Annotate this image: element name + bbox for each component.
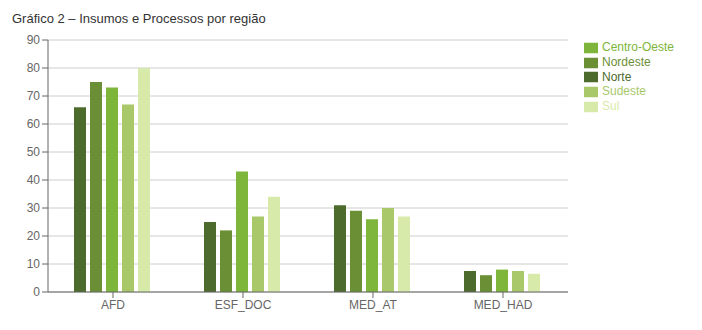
svg-text:MED_AT: MED_AT <box>349 298 397 312</box>
svg-text:80: 80 <box>27 61 41 75</box>
html-text:Nordeste: Nordeste <box>602 54 651 69</box>
svg-text:AFD: AFD <box>101 298 125 312</box>
svg-text:60: 60 <box>27 117 41 131</box>
svg-text:70: 70 <box>27 89 41 103</box>
svg-text:20: 20 <box>27 229 41 243</box>
svg-text:MED_HAD: MED_HAD <box>474 298 533 312</box>
html-text:Gráfico 2 – Insumos e Processo: Gráfico 2 – Insumos e Processos por regi… <box>12 11 266 26</box>
html-text:Norte: Norte <box>602 69 632 84</box>
svg-text:ESF_DOC: ESF_DOC <box>215 298 272 312</box>
svg-text:90: 90 <box>27 33 41 47</box>
svg-text:30: 30 <box>27 201 41 215</box>
svg-text:40: 40 <box>27 173 41 187</box>
svg-text:50: 50 <box>27 145 41 159</box>
html-text:Sul: Sul <box>602 99 620 114</box>
svg-text:0: 0 <box>33 285 40 299</box>
html-text:Sudeste: Sudeste <box>602 84 646 99</box>
html-text:Centro-Oeste: Centro-Oeste <box>602 40 674 54</box>
svg-text:10: 10 <box>27 257 41 271</box>
